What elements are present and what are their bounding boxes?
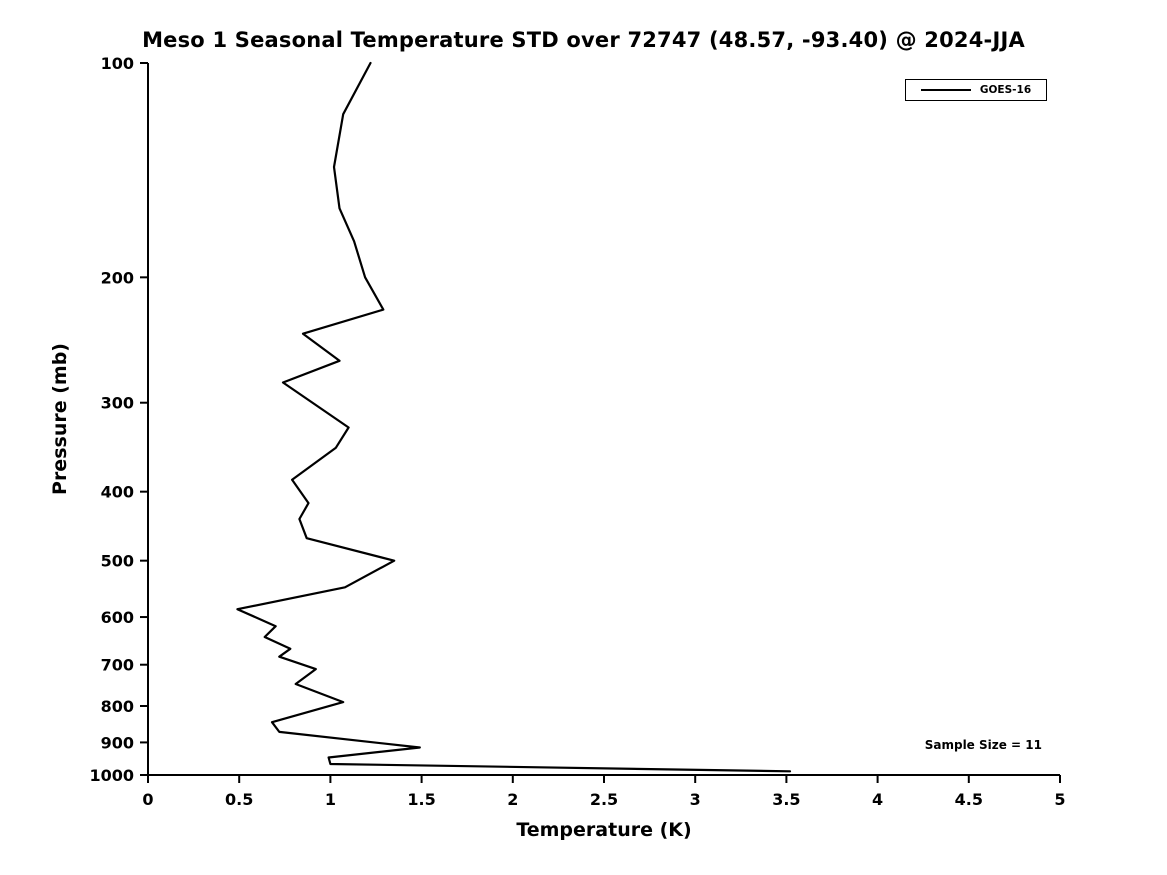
y-tick-label: 300 [101,394,134,413]
legend: GOES-16 [905,79,1047,101]
y-tick-label: 900 [101,733,134,752]
x-tick-label: 0.5 [225,790,253,809]
chart-title: Meso 1 Seasonal Temperature STD over 727… [142,28,1025,52]
y-axis-label: Pressure (mb) [49,343,71,495]
legend-label: GOES-16 [979,84,1032,96]
y-tick-label: 200 [101,268,134,287]
axis-spines [147,63,1060,776]
y-tick-label: 700 [101,656,134,675]
x-tick-label: 4 [872,790,883,809]
x-tick-label: 3 [690,790,701,809]
x-tick-label: 3.5 [772,790,800,809]
x-tick-label: 1 [325,790,336,809]
x-tick-label: 2.5 [590,790,618,809]
series-line-goes-16 [236,61,792,773]
y-tick-label: 800 [101,697,134,716]
sample-size-annotation: Sample Size = 11 [924,738,1042,752]
x-tick-label: 1.5 [407,790,435,809]
y-tick-label: 500 [101,552,134,571]
y-tick-label: 400 [101,483,134,502]
legend-line-sample [920,89,971,91]
x-axis-label: Temperature (K) [516,819,691,841]
y-tick-label: 100 [101,54,134,73]
y-tick-label: 600 [101,608,134,627]
axes: 0 0.5 1 1.5 2 2.5 3 3.5 4 4.5 5 100 200 300 400 500 600 7… [89,54,1065,809]
y-tick-label: 1000 [89,766,134,785]
data-curve [236,61,792,773]
x-tick-label: 0 [142,790,153,809]
x-tick-label: 2 [507,790,518,809]
x-tick-label: 5 [1054,790,1065,809]
x-tick-label: 4.5 [955,790,983,809]
